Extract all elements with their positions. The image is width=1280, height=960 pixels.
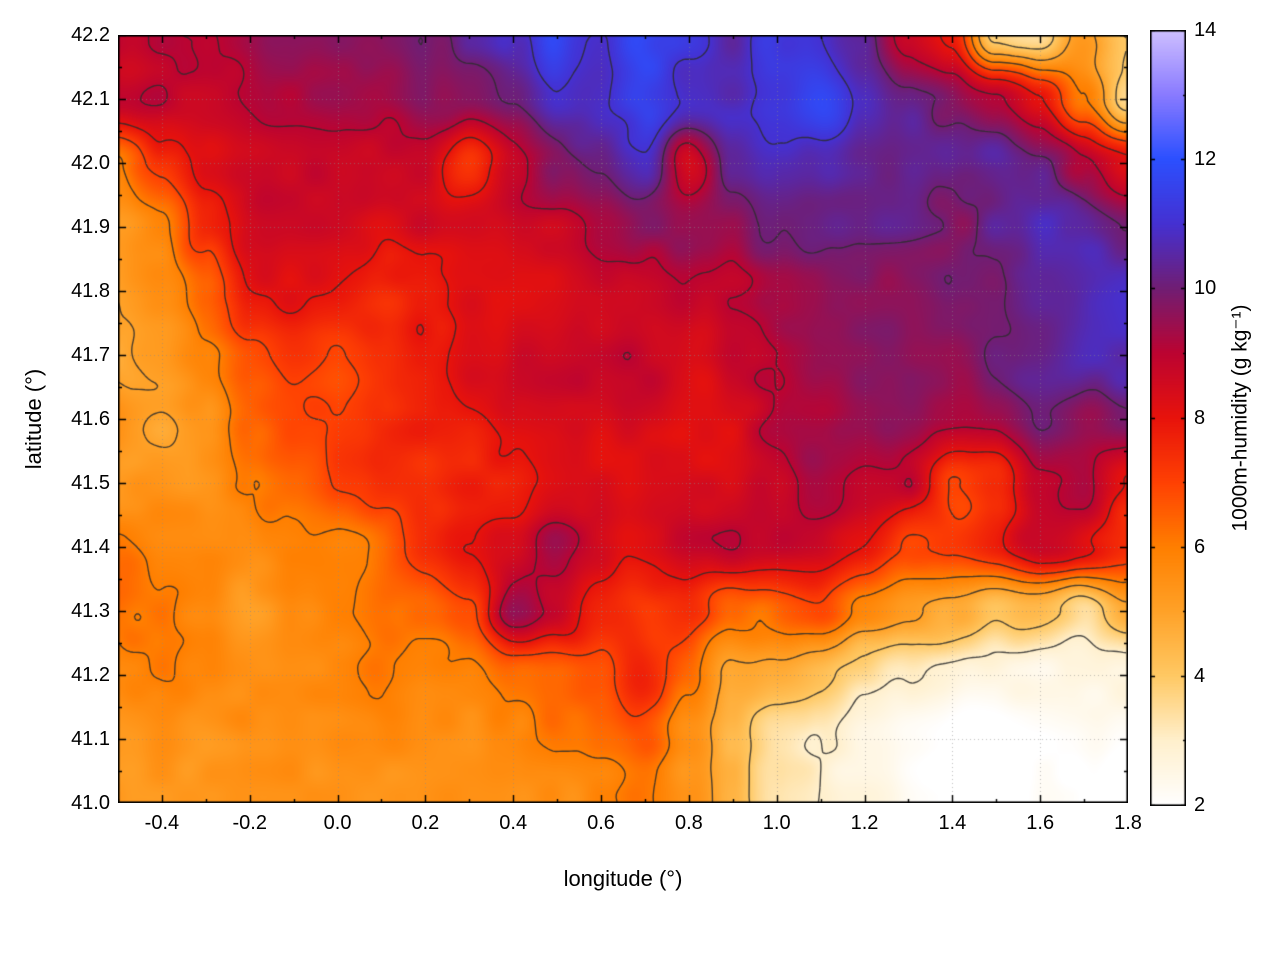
x-tick-label: 1.6 <box>1026 812 1055 834</box>
y-tick-label: 41.4 <box>71 536 110 558</box>
y-tick-label: 41.5 <box>71 472 110 494</box>
x-tick-label: -0.4 <box>144 812 180 834</box>
y-tick-label: 42.0 <box>71 152 110 174</box>
y-tick-label: 42.1 <box>71 88 110 110</box>
colorbar-canvas <box>1150 30 1186 806</box>
y-tick-label: 41.1 <box>71 728 110 750</box>
x-tick-label: -0.2 <box>232 812 267 834</box>
x-tick-label: 1.4 <box>938 812 967 834</box>
heatmap-canvas <box>118 35 1128 803</box>
y-tick-label: 41.7 <box>71 344 110 366</box>
colorbar-tick-label: 4 <box>1194 664 1206 687</box>
colorbar-tick-label: 8 <box>1194 406 1206 429</box>
colorbar-label: 1000m-humidity (g kg⁻¹) <box>1228 304 1252 532</box>
x-tick-label: 0.2 <box>411 812 440 834</box>
y-tick-label: 41.2 <box>71 664 110 686</box>
y-tick-label: 41.6 <box>71 408 110 430</box>
y-tick-label: 41.3 <box>71 600 110 622</box>
y-tick-label: 41.9 <box>71 216 110 238</box>
x-axis-label: longitude (°) <box>563 866 683 891</box>
colorbar-tick-label: 14 <box>1194 19 1217 41</box>
colorbar-tick-label: 12 <box>1194 148 1217 171</box>
y-tick-label: 41.8 <box>71 280 110 302</box>
x-tick-label: 0.6 <box>587 812 615 834</box>
y-tick-label: 41.0 <box>71 792 110 814</box>
colorbar-tick-label: 6 <box>1194 535 1206 558</box>
colorbar-tick-label: 10 <box>1194 277 1217 300</box>
x-tick-label: 1.0 <box>762 812 791 834</box>
y-tick-label: 42.2 <box>71 24 110 46</box>
x-tick-label: 1.8 <box>1114 812 1142 834</box>
colorbar-tick-label: 2 <box>1194 794 1206 816</box>
x-tick-label: 0.0 <box>323 812 352 834</box>
x-tick-label: 1.2 <box>850 812 879 834</box>
x-tick-label: 0.4 <box>499 812 528 834</box>
x-tick-label: 0.8 <box>674 812 703 834</box>
